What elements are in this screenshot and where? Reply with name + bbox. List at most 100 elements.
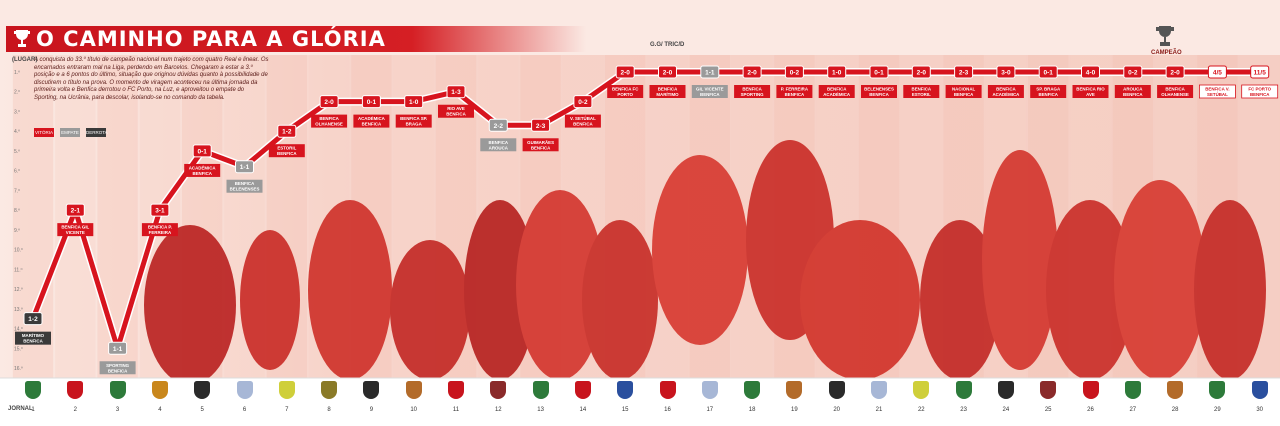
score-label: 3-1: [155, 208, 165, 215]
score-label: 0-1: [874, 70, 884, 77]
match-label: FERREIRA: [149, 230, 172, 235]
round-number: 6: [242, 407, 247, 413]
match-label: GUIMARÃES: [527, 140, 554, 145]
score-marker: [658, 65, 677, 79]
opponent-crest-icon: [194, 381, 211, 399]
opponent-crest-icon: [278, 381, 295, 399]
score-label: 0-1: [1043, 70, 1053, 77]
match-tag: [1114, 85, 1151, 98]
opponent-crest-icon: [617, 381, 634, 399]
match-label: SPORTING: [106, 363, 130, 368]
score-marker: [1207, 65, 1227, 79]
opponent-crest-icon: [448, 381, 464, 399]
score-label: 1-1: [705, 70, 715, 77]
round-number: 10: [410, 407, 418, 413]
score-label: 2-0: [1170, 70, 1180, 77]
intro-text: A conquista do 33.º título de campeão na…: [34, 57, 269, 101]
round-number: 30: [1256, 407, 1264, 413]
match-tag: [1199, 84, 1236, 99]
score-label: 2-0: [917, 70, 927, 77]
score-label: 1-2: [28, 316, 38, 323]
match-label: BENFICA: [700, 92, 720, 97]
round-number: 26: [1087, 407, 1094, 413]
match-label: BENFICA FC: [612, 87, 639, 92]
score-marker: [1081, 65, 1100, 79]
match-label: AROUCA: [489, 145, 509, 150]
match-label: BENFICA: [192, 171, 212, 176]
match-label: P. FERREIRA: [781, 87, 809, 92]
legend-win: VITÓRIA: [34, 128, 54, 137]
round-number: 14: [579, 407, 587, 413]
page-title: O CAMINHO PARA A GLÓRIA: [36, 27, 386, 51]
y-tick-label: 13.º: [14, 307, 23, 313]
match-label: SETÚBAL: [1207, 92, 1228, 97]
round-number: 23: [960, 407, 967, 413]
match-label: BENFICA: [235, 181, 255, 186]
y-tick-label: 6.º: [14, 169, 20, 175]
match-label: PORTO: [617, 92, 633, 97]
round-number: 3: [115, 407, 120, 413]
round-number: 25: [1044, 407, 1052, 413]
score-label: 4-0: [1086, 70, 1096, 77]
match-label: BENFICA RIO: [1076, 87, 1105, 92]
champion-trophy-icon: [1156, 26, 1174, 46]
match-tag: [395, 114, 432, 128]
opponent-crest-icon: [786, 381, 803, 399]
match-tag: [353, 114, 390, 128]
match-label: SP. BRAGA: [1036, 87, 1061, 92]
credit: [1262, 395, 1267, 396]
match-label: BENFICA: [573, 122, 593, 127]
match-label: OLHANENSE: [315, 122, 343, 127]
legend-loss: DERROTA: [86, 128, 108, 137]
score-marker: [404, 95, 424, 109]
match-tag: [1241, 84, 1279, 99]
match-tag: [141, 223, 178, 237]
match-label: BENFICA: [658, 87, 678, 92]
match-label: BENFICA: [108, 368, 128, 373]
series-line: [30, 69, 1260, 351]
match-label: BENFICA V.: [1205, 87, 1229, 92]
match-label: V. SETÚBAL: [570, 116, 596, 121]
score-label: 4/5: [1213, 70, 1222, 77]
match-label: ACADÉMICA: [992, 92, 1020, 97]
y-tick-label: 11.º: [14, 267, 23, 273]
match-label: BENFICA: [319, 116, 339, 121]
match-label: VICENTE: [66, 230, 85, 235]
match-label: BENFICA: [531, 145, 551, 150]
score-label: 1-3: [451, 89, 461, 96]
score-label: 2-3: [536, 123, 546, 130]
match-label: BENFICA P.: [148, 225, 172, 230]
match-tag: [818, 85, 855, 98]
y-tick-label: 8.º: [14, 208, 20, 214]
y-tick-label: 12.º: [14, 287, 23, 293]
score-label: 2-1: [71, 208, 81, 215]
x-axis-unit: JORNAL: [8, 406, 33, 412]
y-tick-label: 10.º: [14, 248, 23, 254]
round-number: 21: [875, 407, 883, 413]
score-marker: [869, 65, 889, 79]
score-label: 0-2: [578, 99, 588, 106]
round-number: 24: [1002, 407, 1010, 413]
player-silhouettes: [144, 140, 1266, 385]
header-rows-label: G.G/ TRIC/D: [650, 42, 685, 48]
score-marker: [1123, 65, 1143, 79]
round-number: 18: [748, 407, 756, 413]
score-marker: [108, 341, 128, 355]
match-label: BENFICA: [785, 92, 805, 97]
y-tick-label: 4.º: [14, 129, 20, 135]
match-label: ACADÉMICA: [189, 165, 217, 170]
round-number: 29: [1214, 407, 1221, 413]
opponent-crest-icon: [1209, 381, 1226, 399]
y-tick-label: 7.º: [14, 188, 20, 194]
match-label: BENFICA: [277, 151, 297, 156]
round-number: 1: [31, 407, 35, 413]
match-label: BENFICA SP.: [400, 116, 427, 121]
match-label: BENFICA: [362, 122, 382, 127]
match-label: BELENENSES: [864, 87, 894, 92]
score-marker: [911, 65, 931, 79]
y-tick-label: 15.º: [14, 346, 23, 352]
opponent-crest-icon: [1040, 381, 1057, 399]
y-tick-label: 5.º: [14, 149, 20, 155]
score-label: 0-2: [1128, 70, 1138, 77]
opponent-crest-icon: [1124, 381, 1141, 399]
